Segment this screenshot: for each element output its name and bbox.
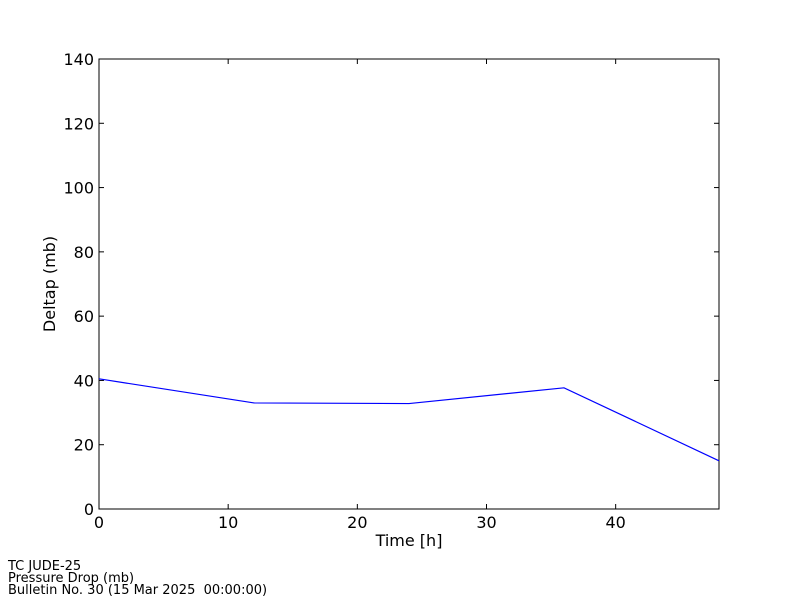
y-tick-label: 100 (63, 179, 94, 198)
footer-line: Pressure Drop (mb) (8, 571, 134, 586)
y-tick-label: 120 (63, 114, 94, 133)
x-axis-label: Time [h] (375, 531, 443, 550)
y-axis-label: Deltap (mb) (40, 236, 59, 332)
y-tick-label: 140 (63, 50, 94, 69)
footer-line: TC JUDE-25 (7, 559, 81, 574)
data-line (98, 378, 720, 462)
x-tick-label: 40 (605, 513, 625, 532)
x-tick-label: 20 (347, 513, 367, 532)
y-tick-label: 20 (74, 436, 94, 455)
x-tick-label: 0 (94, 513, 104, 532)
y-tick-label: 40 (74, 371, 94, 390)
x-tick-label: 10 (218, 513, 238, 532)
x-tick-label: 30 (476, 513, 496, 532)
plot-frame (98, 58, 720, 510)
footer-line: Bulletin No. 30 (15 Mar 2025 00:00:00) (8, 583, 267, 598)
y-tick-label: 0 (84, 500, 94, 519)
y-tick-label: 60 (74, 307, 94, 326)
y-tick-label: 80 (74, 243, 94, 262)
